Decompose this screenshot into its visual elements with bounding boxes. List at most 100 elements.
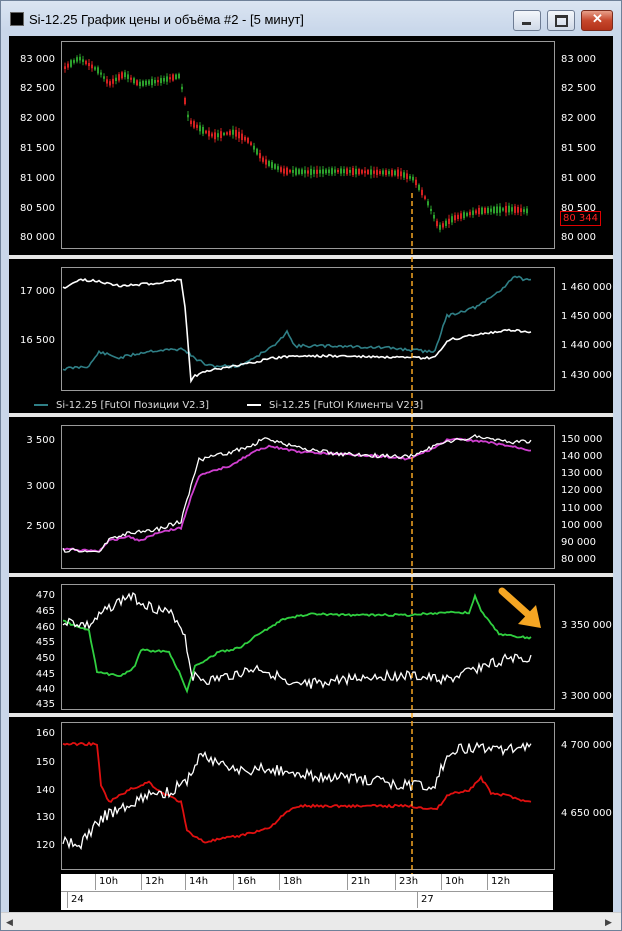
time-axis-tick — [417, 892, 418, 908]
price-axis-right-tick: 82 000 — [561, 113, 596, 124]
pane-5[interactable] — [9, 717, 613, 874]
price-candle — [148, 80, 150, 85]
price-candle — [361, 169, 363, 174]
price-candle — [466, 212, 468, 216]
price-candle — [433, 215, 435, 219]
price-axis-left-tick: 83 000 — [20, 54, 55, 65]
pane-3-right-tick: 140 000 — [561, 451, 603, 462]
pane-3-left-tick: 3 000 — [26, 481, 55, 492]
price-axis-right-tick: 82 500 — [561, 83, 596, 94]
price-candle — [217, 133, 219, 138]
price-candle — [166, 76, 168, 82]
time-axis-tick — [185, 874, 186, 890]
price-candle — [382, 170, 384, 175]
pane-5-right-tick: 4 650 000 — [561, 808, 612, 819]
pane-splitter[interactable] — [9, 413, 613, 417]
close-button[interactable]: ✕ — [581, 10, 613, 31]
pane-5-plot[interactable] — [61, 722, 555, 870]
price-pane[interactable] — [9, 36, 613, 254]
scroll-right-icon[interactable]: ▶ — [605, 917, 612, 927]
price-candle — [190, 120, 192, 125]
price-candle — [514, 206, 516, 213]
price-candle — [511, 207, 513, 212]
price-candle — [331, 168, 333, 175]
time-axis-hour-label: 10h — [99, 876, 119, 887]
time-axis-hour-label: 12h — [491, 876, 511, 887]
pane-3-right-tick: 80 000 — [561, 554, 596, 565]
price-candle — [400, 171, 402, 177]
pane-4-left-tick: 465 — [35, 606, 55, 617]
price-candle — [223, 132, 225, 136]
pane-5-left-tick: 140 — [35, 785, 55, 796]
chart-area[interactable]: 80 344 Si-12.25 [FutOI Позиции V2.3] Si-… — [9, 36, 613, 912]
price-candle — [127, 74, 129, 79]
price-candle — [73, 60, 75, 63]
title-bar[interactable]: Si-12.25 График цены и объёма #2 - [5 ми… — [1, 1, 621, 37]
price-candle — [124, 72, 126, 78]
price-candle — [241, 133, 243, 140]
legend-swatch — [247, 404, 261, 406]
price-candle — [490, 208, 492, 212]
price-candle — [457, 214, 459, 219]
pane-3-plot[interactable] — [61, 425, 555, 569]
price-candle — [154, 80, 156, 84]
price-candle — [286, 167, 288, 175]
price-candle — [64, 66, 66, 69]
price-candle — [232, 129, 234, 135]
price-candle — [403, 172, 405, 178]
time-axis-hour-label: 14h — [189, 876, 209, 887]
price-candle — [130, 77, 132, 80]
price-candle — [334, 169, 336, 173]
price-candle — [376, 169, 378, 175]
price-candle — [184, 97, 186, 105]
scroll-left-icon[interactable]: ◀ — [6, 917, 13, 927]
price-candle — [163, 78, 165, 82]
pane-4-white-line — [62, 592, 532, 689]
price-candle — [370, 169, 372, 175]
time-axis-tick — [347, 874, 348, 890]
price-candle — [271, 162, 273, 168]
price-candle — [316, 169, 318, 174]
price-axis-right-tick: 83 000 — [561, 54, 596, 65]
price-candle — [97, 67, 99, 74]
price-candle — [298, 169, 300, 174]
price-candle — [250, 142, 252, 145]
time-axis[interactable]: 10h 12h 14h 16h 18h 21h 23h 10h 12h 24 27 — [61, 874, 553, 910]
price-candle — [493, 206, 495, 214]
price-candle — [496, 206, 498, 214]
price-candle — [484, 207, 486, 214]
price-candle — [277, 166, 279, 170]
oi-plot[interactable] — [61, 267, 555, 391]
price-candle — [520, 208, 522, 212]
price-plot[interactable] — [61, 41, 555, 249]
price-candle — [145, 80, 147, 85]
price-candle — [310, 168, 312, 175]
price-candle — [379, 170, 381, 174]
price-candle — [106, 79, 108, 84]
price-candle — [472, 210, 474, 215]
pane-splitter[interactable] — [9, 255, 613, 259]
futoi-clients-line — [62, 278, 532, 384]
price-candle — [469, 211, 471, 216]
pane-splitter[interactable] — [9, 573, 613, 577]
pane-splitter[interactable] — [9, 713, 613, 717]
price-candle — [328, 169, 330, 174]
price-candle — [391, 169, 393, 176]
price-candle — [142, 80, 144, 86]
price-candle — [523, 209, 525, 212]
maximize-button[interactable] — [547, 10, 575, 31]
price-candle — [109, 81, 111, 86]
horizontal-scrollbar[interactable]: ◀ ▶ — [1, 912, 621, 930]
pane-4-left-tick: 450 — [35, 653, 55, 664]
oi-axis-right-tick: 1 460 000 — [561, 282, 612, 293]
app-icon — [10, 12, 24, 26]
price-axis-left-tick: 80 000 — [20, 232, 55, 243]
price-candle — [508, 205, 510, 213]
price-candle — [304, 170, 306, 174]
price-candle — [460, 213, 462, 219]
oi-pane[interactable] — [9, 259, 613, 413]
price-candle — [205, 130, 207, 134]
minimize-button[interactable] — [513, 10, 541, 31]
pane-4-plot[interactable] — [61, 584, 555, 710]
